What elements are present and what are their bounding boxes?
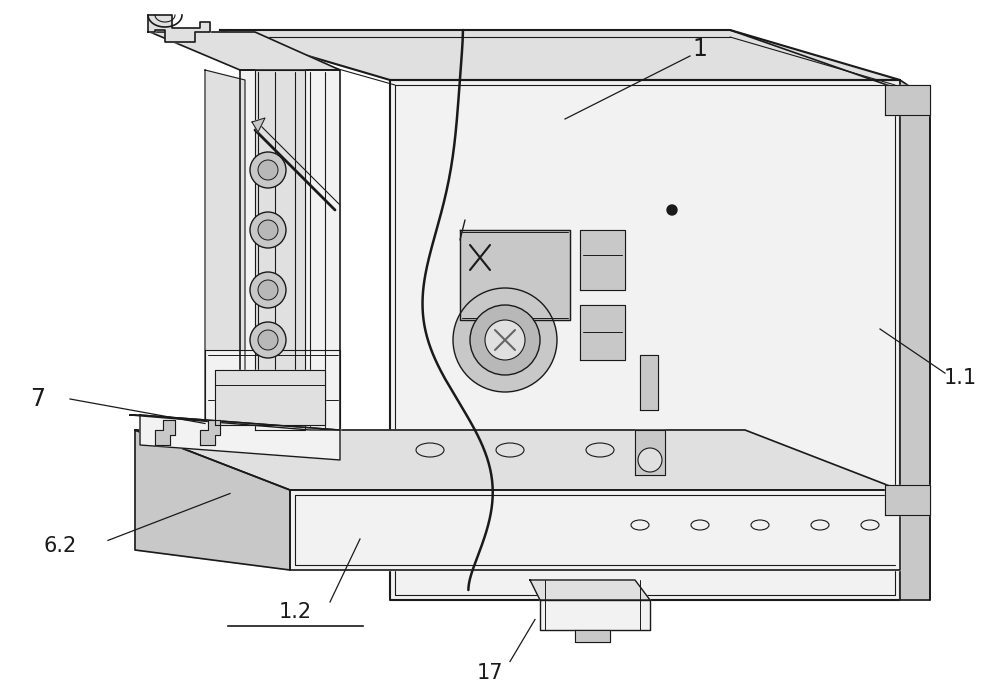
Polygon shape [580,305,625,360]
Polygon shape [900,80,930,600]
Polygon shape [540,600,650,630]
Polygon shape [200,420,220,445]
Polygon shape [135,430,290,570]
Ellipse shape [416,443,444,457]
Polygon shape [390,80,900,600]
Text: 6.2: 6.2 [43,536,77,556]
Circle shape [250,272,286,308]
Circle shape [250,152,286,188]
Polygon shape [215,370,325,425]
Text: 7: 7 [30,387,46,411]
Circle shape [470,305,540,375]
Polygon shape [135,430,900,490]
Circle shape [258,220,278,240]
Polygon shape [460,230,570,320]
Polygon shape [220,30,900,80]
Polygon shape [240,70,340,430]
Text: 17: 17 [477,664,503,683]
Polygon shape [205,70,245,430]
Polygon shape [252,118,265,132]
Circle shape [638,448,662,472]
Circle shape [453,288,557,392]
Polygon shape [255,70,305,430]
Ellipse shape [586,443,614,457]
Text: 1.2: 1.2 [278,603,312,622]
Polygon shape [885,85,930,115]
Text: 1: 1 [693,37,707,61]
Text: 1.1: 1.1 [943,368,977,388]
Polygon shape [140,415,340,460]
Polygon shape [148,15,210,42]
Polygon shape [640,355,658,410]
Circle shape [250,322,286,358]
Polygon shape [290,490,900,570]
Polygon shape [150,32,340,70]
Circle shape [258,330,278,350]
Circle shape [258,280,278,300]
Polygon shape [885,485,930,515]
Polygon shape [575,630,610,642]
Circle shape [667,205,677,215]
Polygon shape [580,230,625,290]
Polygon shape [155,420,175,445]
Circle shape [258,160,278,180]
Polygon shape [635,430,665,475]
Polygon shape [530,580,650,600]
Circle shape [250,212,286,248]
Circle shape [485,320,525,360]
Ellipse shape [496,443,524,457]
Polygon shape [130,415,340,430]
Polygon shape [205,350,340,430]
